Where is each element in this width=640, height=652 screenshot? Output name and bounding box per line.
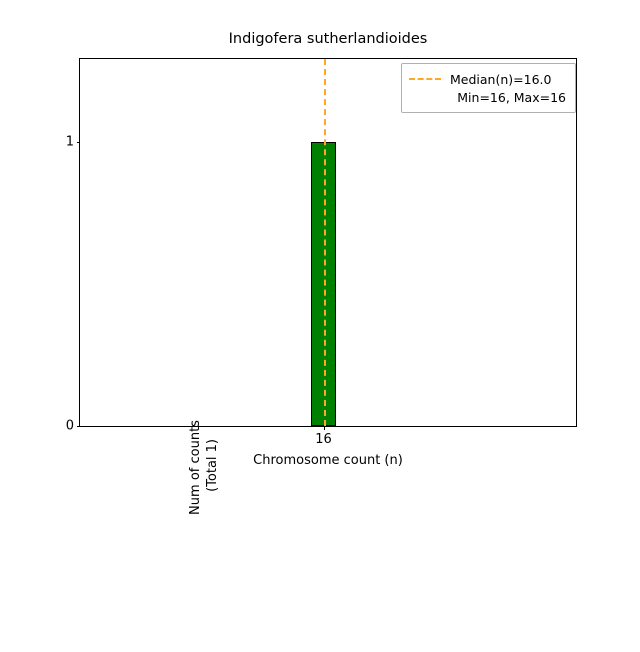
figure-canvas: Indigofera sutherlandioides 0 1 16 Media bbox=[65, 31, 577, 515]
page-title: Indigofera sutherlandioides bbox=[228, 31, 428, 47]
y-axis-label: Num of counts (Total 1) bbox=[187, 283, 223, 652]
legend-entry-median: Median(n)=16.0 bbox=[409, 70, 567, 88]
xtick-label-16: 16 bbox=[315, 432, 332, 447]
legend-label-range: Min=16, Max=16 bbox=[457, 89, 566, 105]
ytick-label-1: 1 bbox=[65, 134, 74, 150]
median-line bbox=[323, 59, 326, 426]
ytick-label-0: 0 bbox=[65, 418, 74, 434]
dashed-line-icon bbox=[409, 78, 441, 80]
legend-label-median: Median(n)=16.0 bbox=[450, 71, 552, 87]
legend-entry-range: Min=16, Max=16 bbox=[409, 88, 567, 106]
ytick-mark-0 bbox=[76, 426, 80, 427]
bar-16[interactable] bbox=[310, 141, 337, 426]
legend: Median(n)=16.0 Min=16, Max=16 bbox=[401, 63, 576, 113]
plot-area: 0 1 16 Median(n)=16.0 Min=16, Max=16 bbox=[66, 58, 577, 446]
xtick-mark-16 bbox=[323, 426, 325, 430]
x-axis-label: Chromosome count (n) bbox=[253, 453, 403, 468]
ytick-mark-1 bbox=[76, 141, 80, 143]
plot-inner bbox=[80, 59, 576, 426]
y-axis-label-line1: Num of counts bbox=[187, 419, 203, 515]
y-axis-label-line2: (Total 1) bbox=[204, 438, 220, 496]
